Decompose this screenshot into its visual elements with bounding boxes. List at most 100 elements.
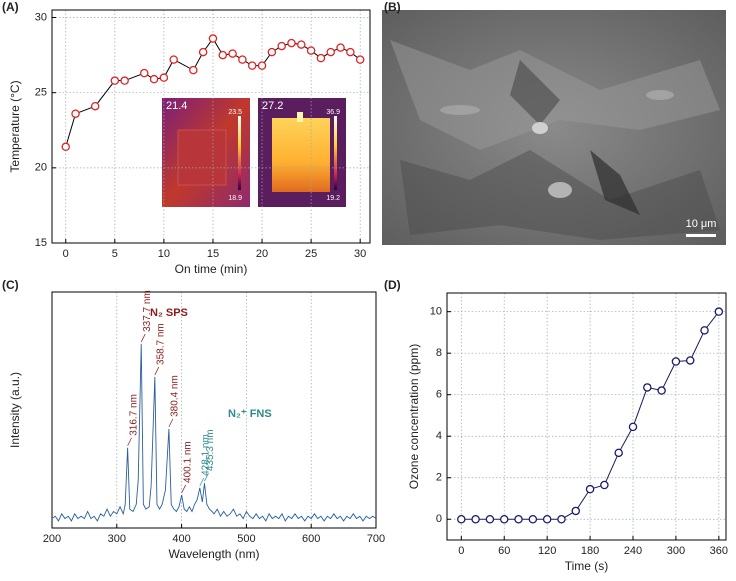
x-tick-label: 600 [302, 533, 320, 545]
inset-min: 19.2 [326, 195, 340, 202]
y-axis-label: Ozone concentration (ppm) [407, 344, 421, 489]
data-point [140, 68, 149, 78]
x-tick-label: 360 [710, 545, 728, 557]
data-point [71, 109, 80, 118]
data-point [90, 101, 100, 111]
data-point [149, 74, 159, 84]
data-point [355, 55, 365, 64]
data-point [198, 47, 208, 57]
annotation-leader [199, 477, 205, 487]
data-point [685, 356, 695, 365]
thermal-insets [162, 98, 346, 207]
y-tick-label: 2 [436, 472, 442, 484]
data-point [120, 76, 129, 85]
x-tick-label: 300 [108, 533, 126, 545]
sem-image [382, 10, 726, 245]
data-point [218, 50, 228, 60]
y-tick-label: 8 [436, 347, 442, 359]
data-point [571, 506, 581, 516]
panel-label: (B) [384, 0, 401, 14]
y-tick-label: 15 [35, 237, 47, 249]
data-point [346, 47, 355, 57]
annotation-leader [140, 333, 146, 343]
inset-max: 36.9 [326, 109, 340, 116]
data-point [700, 326, 709, 335]
group-label: N₂ SPS [150, 307, 188, 319]
data-point [238, 55, 247, 64]
annotation-leader [168, 418, 174, 428]
data-point [471, 514, 480, 524]
peak-label: 380.4 nm [170, 375, 181, 417]
data-point [189, 65, 198, 75]
data-point [714, 307, 724, 316]
data-point [267, 47, 277, 57]
y-axis-label: Intensity (a.u.) [8, 372, 22, 448]
peak-label: 428.1 nm [200, 434, 211, 476]
data-point [326, 47, 335, 57]
data-point [277, 41, 286, 51]
x-tick-label: 700 [367, 533, 385, 545]
y-tick-label: 25 [35, 87, 47, 99]
plot-frame [51, 291, 377, 529]
data-point [614, 448, 623, 458]
x-tick-label: 0 [458, 545, 464, 557]
data-point [336, 43, 345, 52]
plot-frame [51, 9, 371, 244]
data-point [643, 383, 652, 392]
data-point [306, 46, 316, 55]
x-tick-label: 10 [158, 248, 170, 260]
x-tick-label: 180 [581, 545, 599, 557]
data-point [297, 40, 306, 49]
data-point [208, 34, 218, 43]
data-point [628, 422, 638, 432]
x-tick-label: 20 [256, 248, 268, 260]
y-axis-label: Temperature (°C) [8, 80, 22, 172]
data-point [600, 480, 609, 490]
group-label: N₂⁺ FNS [228, 408, 272, 420]
inset-reading: 27.2 [262, 100, 283, 112]
y-tick-label: 4 [436, 430, 442, 442]
data-point [528, 514, 538, 524]
panel-label: (C) [2, 278, 19, 292]
data-point [485, 514, 495, 524]
data-point [110, 76, 120, 85]
annotation-leader [181, 484, 186, 494]
data-point [257, 61, 267, 70]
x-tick-label: 25 [305, 248, 317, 260]
data-point [287, 38, 296, 48]
x-tick-label: 15 [207, 248, 219, 260]
peak-label: 400.1 nm [182, 441, 193, 483]
x-tick-label: 0 [63, 248, 69, 260]
data-point [61, 142, 70, 152]
x-tick-label: 500 [237, 533, 255, 545]
x-tick-label: 300 [667, 545, 685, 557]
annotation-leader [154, 366, 160, 376]
x-tick-label: 120 [538, 545, 556, 557]
annotation-leader [204, 473, 209, 482]
data-point [514, 514, 523, 524]
x-tick-label: 200 [43, 533, 61, 545]
peak-label: 435.3 nm [205, 429, 216, 471]
data-line [51, 343, 377, 522]
annotation-leader [127, 437, 132, 446]
data-point [542, 514, 552, 524]
data-point [228, 49, 237, 58]
data-point [316, 53, 326, 63]
panel-label: (A) [2, 0, 19, 14]
x-tick-label: 240 [624, 545, 642, 557]
y-tick-label: 30 [35, 11, 47, 23]
x-axis-label: On time (min) [175, 262, 248, 276]
data-point [159, 73, 169, 82]
x-tick-label: 5 [112, 248, 118, 260]
panel-label: (D) [384, 278, 401, 292]
x-axis-label: Time (s) [565, 559, 609, 573]
data-point [657, 386, 666, 395]
x-tick-label: 400 [172, 533, 190, 545]
data-point [671, 357, 681, 366]
data-point [247, 61, 257, 70]
y-tick-label: 0 [436, 513, 442, 525]
data-point [457, 514, 466, 524]
data-point [499, 514, 509, 524]
peak-label: 337.7 nm [142, 290, 153, 332]
